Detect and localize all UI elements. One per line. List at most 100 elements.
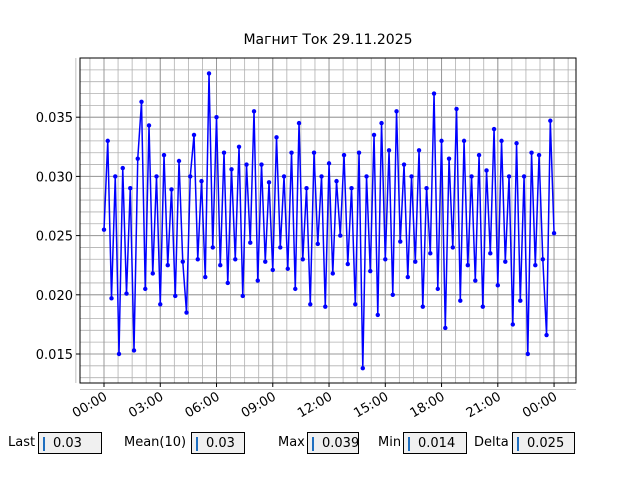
point <box>424 186 429 191</box>
point <box>386 148 392 153</box>
point <box>323 304 328 309</box>
point <box>180 259 185 264</box>
x-tick-label: 06:00 <box>183 389 223 421</box>
point <box>173 293 178 299</box>
point <box>450 245 455 250</box>
point <box>304 186 309 191</box>
y-tick-label: 0.025 <box>36 230 73 245</box>
point <box>169 187 174 192</box>
point <box>274 135 279 140</box>
point <box>469 174 474 179</box>
point <box>113 174 118 179</box>
point <box>255 278 260 283</box>
point <box>446 156 452 161</box>
point <box>203 274 208 280</box>
point <box>116 351 122 357</box>
point <box>334 178 339 184</box>
point <box>128 186 133 191</box>
y-tick-label: 0.020 <box>36 289 73 304</box>
point <box>221 150 227 155</box>
point <box>499 138 504 144</box>
point <box>289 150 294 155</box>
stat-value[interactable]: 0.025 <box>512 432 575 454</box>
point <box>533 262 538 268</box>
point <box>161 152 167 158</box>
point <box>210 245 215 250</box>
point <box>191 132 197 138</box>
y-tick-label: 0.030 <box>36 170 73 185</box>
point <box>353 302 358 307</box>
point <box>176 158 182 164</box>
y-tick-label: 0.035 <box>36 111 73 126</box>
point <box>368 268 373 274</box>
point <box>431 91 437 96</box>
point <box>544 332 549 338</box>
x-tick-label: 12:00 <box>295 389 335 421</box>
point <box>394 109 399 114</box>
point <box>229 167 234 172</box>
point <box>225 280 230 286</box>
point <box>146 123 152 128</box>
point <box>375 312 380 318</box>
x-tick-label: 00:00 <box>70 389 110 421</box>
point <box>101 227 107 232</box>
point <box>488 251 493 256</box>
point <box>184 310 189 315</box>
point <box>443 325 448 331</box>
point <box>240 293 245 299</box>
stat-label: Mean(10) <box>124 435 187 450</box>
point <box>150 271 155 276</box>
stat-value[interactable]: 0.039 <box>307 432 359 454</box>
plot-frame <box>79 57 577 384</box>
point <box>461 138 467 144</box>
point <box>506 174 512 179</box>
point <box>379 120 384 126</box>
x-tick-label: 15:00 <box>351 389 391 421</box>
point <box>109 296 114 301</box>
point <box>383 257 388 262</box>
chart: Магнит Ток 29.11.2025 0.015 0.020 0.025 0.0… <box>36 32 577 421</box>
point <box>401 162 407 167</box>
point <box>409 174 414 179</box>
point <box>326 161 332 166</box>
point <box>105 138 110 144</box>
stat-value[interactable]: 0.03 <box>38 432 102 454</box>
point <box>143 286 148 292</box>
point <box>518 298 523 303</box>
point <box>233 257 238 262</box>
point <box>495 283 501 288</box>
stat-label: Last <box>8 435 36 450</box>
point <box>356 150 362 155</box>
point <box>278 245 283 250</box>
point <box>476 152 482 158</box>
stat-label: Max <box>278 435 305 450</box>
point <box>525 351 531 357</box>
point <box>199 178 204 184</box>
point <box>416 148 422 153</box>
stat-value[interactable]: 0.014 <box>403 432 467 454</box>
point <box>529 150 534 155</box>
point <box>480 304 486 309</box>
point <box>300 257 305 262</box>
point <box>435 286 440 292</box>
point <box>248 240 253 245</box>
point <box>293 286 298 292</box>
point <box>165 262 170 268</box>
point <box>270 267 275 273</box>
point <box>405 274 410 280</box>
chart-title: Магнит Ток 29.11.2025 <box>243 32 412 48</box>
point <box>458 298 463 303</box>
point <box>428 251 433 256</box>
point <box>465 262 470 268</box>
x-tick-label: 21:00 <box>464 389 504 421</box>
point <box>236 144 242 149</box>
point <box>308 302 313 307</box>
point <box>510 322 516 327</box>
stat-label: Delta <box>474 435 509 450</box>
point <box>188 174 193 179</box>
point <box>296 120 302 126</box>
point <box>338 233 343 238</box>
x-tick-label: 03:00 <box>126 389 166 421</box>
stat-value[interactable]: 0.03 <box>191 432 245 454</box>
point <box>281 174 287 179</box>
